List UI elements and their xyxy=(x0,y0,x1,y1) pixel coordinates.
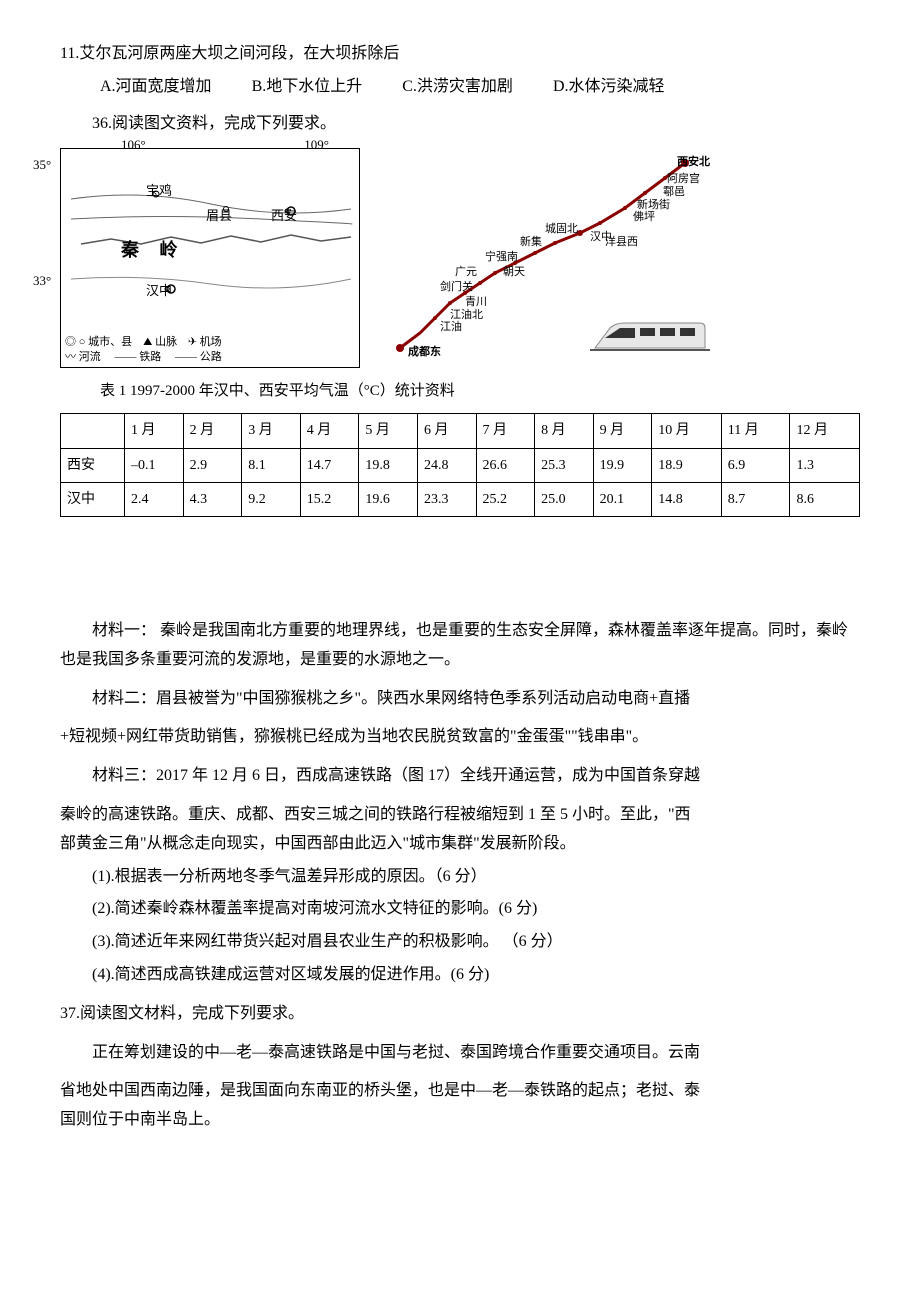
q36-number: 36. xyxy=(92,115,112,132)
material-3a: 材料三：2017 年 12 月 6 日，西成高速铁路（图 17）全线开通运营，成… xyxy=(60,762,860,791)
legend-city: ◎ ○ 城市、县 xyxy=(65,336,132,348)
q37-p1: 正在筹划建设的中—老—泰高速铁路是中国与老挝、泰国跨境合作重要交通项目。云南 xyxy=(60,1039,860,1068)
xian-10: 18.9 xyxy=(652,448,722,482)
hz-4: 15.2 xyxy=(300,482,359,516)
hz-6: 23.3 xyxy=(417,482,476,516)
q37-p2: 省地处中国西南边陲，是我国面向东南亚的桥头堡，也是中—老—泰铁路的起点；老挝、泰 xyxy=(60,1077,860,1106)
q11-text: 艾尔瓦河原两座大坝之间河段，在大坝拆除后 xyxy=(79,45,399,62)
hz-9: 20.1 xyxy=(593,482,652,516)
q11-number: 11. xyxy=(60,45,79,62)
xian-7: 26.6 xyxy=(476,448,535,482)
map-legend: ◎ ○ 城市、县 ⛰ 山脉 ✈ 机场 〰 河流 —— 铁路 —— 公路 xyxy=(65,335,222,366)
station-xinji: 新集 xyxy=(520,233,542,253)
lat-bottom: 33° xyxy=(33,269,51,292)
q37-p3: 国则位于中南半岛上。 xyxy=(60,1106,860,1135)
table-row-xian: 西安 –0.1 2.9 8.1 14.7 19.8 24.8 26.6 25.3… xyxy=(61,448,860,482)
sub-q2: (2).简述秦岭森林覆盖率提高对南坡河流水文特征的影响。(6 分) xyxy=(60,895,860,924)
material-1: 材料一： 秦岭是我国南北方重要的地理界线，也是重要的生态安全屏障，森林覆盖率逐年… xyxy=(60,617,860,675)
sub-q1: (1).根据表一分析两地冬季气温差异形成的原因。（6 分） xyxy=(60,863,860,892)
xian-1: –0.1 xyxy=(125,448,184,482)
map-right: 西安北 阿房宫 鄠邑 新场街 佛坪 城固北 新集 汉中 洋县西 宁强南 广元 朝… xyxy=(380,148,720,368)
material-2b: +短视频+网红带货助销售，猕猴桃已经成为当地农民脱贫致富的"金蛋蛋""钱串串"。 xyxy=(60,723,860,752)
legend-rail: —— 铁路 xyxy=(115,351,162,363)
month-3: 3 月 xyxy=(242,414,301,448)
q37-title: 37.阅读图文材料，完成下列要求。 xyxy=(60,1000,860,1029)
month-10: 10 月 xyxy=(652,414,722,448)
month-11: 11 月 xyxy=(721,414,790,448)
q11-line: 11.艾尔瓦河原两座大坝之间河段，在大坝拆除后 xyxy=(60,40,860,69)
hz-3: 9.2 xyxy=(242,482,301,516)
station-jiangyou: 江油 xyxy=(440,318,462,338)
xian-4: 14.7 xyxy=(300,448,359,482)
city-meixian: 眉县 xyxy=(206,204,232,227)
choice-c: C.洪涝灾害加剧 xyxy=(402,73,513,102)
mountain-qinling: 秦 岭 xyxy=(121,234,186,266)
choice-a: A.河面宽度增加 xyxy=(100,73,212,102)
table-header-row: 1 月 2 月 3 月 4 月 5 月 6 月 7 月 8 月 9 月 10 月… xyxy=(61,414,860,448)
hz-10: 14.8 xyxy=(652,482,722,516)
station-yangxian: 洋县西 xyxy=(605,233,638,253)
hz-8: 25.0 xyxy=(535,482,594,516)
legend-river: 〰 河流 xyxy=(65,351,101,363)
station-chenggu: 城固北 xyxy=(545,220,578,240)
hz-5: 19.6 xyxy=(359,482,418,516)
xian-6: 24.8 xyxy=(417,448,476,482)
month-4: 4 月 xyxy=(300,414,359,448)
empty-header xyxy=(61,414,125,448)
xian-12: 1.3 xyxy=(790,448,860,482)
month-7: 7 月 xyxy=(476,414,535,448)
q36-line: 36.阅读图文资料，完成下列要求。 xyxy=(60,110,860,139)
xian-8: 25.3 xyxy=(535,448,594,482)
train-icon xyxy=(590,318,710,358)
choice-d: D.水体污染减轻 xyxy=(553,73,665,102)
legend-airport: ✈ 机场 xyxy=(188,336,221,348)
xian-11: 6.9 xyxy=(721,448,790,482)
hz-2: 4.3 xyxy=(183,482,242,516)
month-9: 9 月 xyxy=(593,414,652,448)
map-section: 106° 109° 35° 33° 宝鸡 眉县 西安 秦 岭 汉中 ◎ ○ 城市… xyxy=(60,148,860,368)
city-hanzhong: 汉中 xyxy=(146,279,172,302)
station-chengdu: 成都东 xyxy=(408,343,441,363)
station-chaotian: 朝天 xyxy=(503,263,525,283)
hz-7: 25.2 xyxy=(476,482,535,516)
q11-choices: A.河面宽度增加 B.地下水位上升 C.洪涝灾害加剧 D.水体污染减轻 xyxy=(60,73,860,102)
city-baoji: 宝鸡 xyxy=(146,179,172,202)
month-2: 2 月 xyxy=(183,414,242,448)
hz-1: 2.4 xyxy=(125,482,184,516)
choice-b: B.地下水位上升 xyxy=(252,73,363,102)
lat-top: 35° xyxy=(33,153,51,176)
legend-mountain: ⛰ 山脉 xyxy=(143,336,177,348)
hz-11: 8.7 xyxy=(721,482,790,516)
xian-3: 8.1 xyxy=(242,448,301,482)
material-3c: 部黄金三角"从概念走向现实，中国西部由此迈入"城市集群"发展新阶段。 xyxy=(60,830,860,859)
hz-12: 8.6 xyxy=(790,482,860,516)
xian-2: 2.9 xyxy=(183,448,242,482)
xian-5: 19.8 xyxy=(359,448,418,482)
sub-q3: (3).简述近年来网红带货兴起对眉县农业生产的积极影响。 （6 分） xyxy=(60,928,860,957)
month-12: 12 月 xyxy=(790,414,860,448)
legend-road: —— 公路 xyxy=(175,351,222,363)
material-2a: 材料二：眉县被誉为"中国猕猴桃之乡"。陕西水果网络特色季系列活动启动电商+直播 xyxy=(60,685,860,714)
month-8: 8 月 xyxy=(535,414,594,448)
table-caption: 表 1 1997-2000 年汉中、西安平均气温（°C）统计资料 xyxy=(100,378,860,405)
city-xian-cell: 西安 xyxy=(61,448,125,482)
material-3b: 秦岭的高速铁路。重庆、成都、西安三城之间的铁路行程被缩短到 1 至 5 小时。至… xyxy=(60,801,860,830)
xian-9: 19.9 xyxy=(593,448,652,482)
city-hanzhong-cell: 汉中 xyxy=(61,482,125,516)
temperature-table: 1 月 2 月 3 月 4 月 5 月 6 月 7 月 8 月 9 月 10 月… xyxy=(60,413,860,517)
month-6: 6 月 xyxy=(417,414,476,448)
month-1: 1 月 xyxy=(125,414,184,448)
city-xian: 西安 xyxy=(271,204,297,227)
month-5: 5 月 xyxy=(359,414,418,448)
table-row-hanzhong: 汉中 2.4 4.3 9.2 15.2 19.6 23.3 25.2 25.0 … xyxy=(61,482,860,516)
station-foping: 佛坪 xyxy=(633,208,655,228)
sub-q4: (4).简述西成高铁建成运营对区域发展的促进作用。(6 分) xyxy=(60,961,860,990)
map-left: 106° 109° 35° 33° 宝鸡 眉县 西安 秦 岭 汉中 ◎ ○ 城市… xyxy=(60,148,360,368)
q36-text: 阅读图文资料，完成下列要求。 xyxy=(112,115,336,132)
